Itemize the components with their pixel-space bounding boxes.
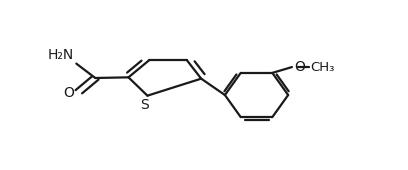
Text: CH₃: CH₃ <box>310 61 335 74</box>
Text: O: O <box>295 60 305 74</box>
Text: S: S <box>140 98 149 112</box>
Text: H₂N: H₂N <box>47 48 74 62</box>
Text: O: O <box>63 86 74 100</box>
